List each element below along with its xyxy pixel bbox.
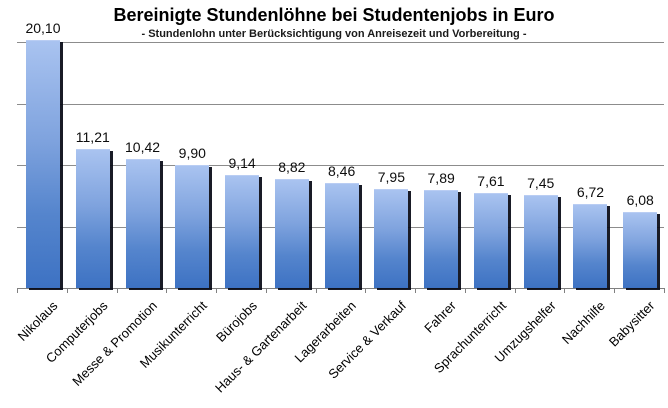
bar (324, 182, 359, 288)
bar (374, 189, 409, 288)
bar (473, 193, 508, 288)
category-label: Messe & Promotion (69, 298, 161, 389)
bar-value-label: 7,95 (377, 169, 405, 186)
bar-value-label: 7,45 (527, 175, 555, 192)
x-axis-line (17, 288, 664, 289)
bar-value-label: 7,61 (477, 173, 505, 190)
gridline (17, 103, 664, 105)
x-axis-tick (365, 288, 367, 293)
bar (573, 204, 608, 288)
x-axis-tick (116, 288, 118, 293)
bar-value-label: 8,46 (327, 162, 356, 179)
x-axis-tick (166, 288, 168, 293)
bar-value-label: 11,21 (75, 129, 110, 146)
bar (274, 178, 309, 288)
category-label: Bürojobs (212, 298, 260, 345)
plot-area: 20,10 11,21 10,42 9,90 9,14 8,82 8,46 7,95 7,89 7… (17, 20, 665, 293)
bar-value-label: 7,89 (427, 169, 455, 186)
bar-value-label: 9,14 (228, 154, 256, 171)
bar-value-label: 10,42 (125, 138, 161, 155)
x-axis-tick (614, 288, 616, 293)
category-label: Nachhilfe (559, 298, 609, 347)
bar (75, 149, 110, 288)
chart-title: Bereinigte Stundenlöhne bei Studentenjob… (113, 5, 555, 25)
bar (175, 165, 210, 288)
x-axis-tick (17, 288, 18, 293)
bar (125, 158, 160, 288)
x-axis-tick (564, 288, 566, 293)
category-label: Haus- & Gartenarbeit (211, 298, 310, 396)
x-axis-tick (664, 288, 665, 293)
bar (424, 189, 459, 288)
gridline (17, 165, 664, 166)
bar-value-label: 9,90 (178, 145, 206, 162)
x-axis-tick (315, 288, 317, 293)
category-label: Nikolaus (14, 298, 61, 344)
x-axis-tick (415, 288, 417, 293)
x-axis-tick (265, 288, 267, 293)
x-axis-tick (216, 288, 218, 293)
bar (26, 39, 60, 288)
bar-value-label: 6,08 (626, 192, 654, 209)
bar (623, 212, 658, 288)
category-label: Fahrer (421, 298, 459, 336)
gridline (17, 42, 664, 43)
bar-value-label: 20,10 (25, 19, 61, 36)
bar-value-label: 6,72 (576, 184, 605, 201)
x-axis-tick (66, 288, 68, 293)
category-label: Babysitter (606, 298, 658, 350)
chart-subtitle: - Stundenlohn unter Berücksichtigung von… (141, 28, 527, 40)
bar-value-label: 8,82 (278, 158, 306, 175)
x-axis-tick (514, 288, 516, 293)
x-axis-tick (464, 288, 466, 293)
bar (523, 195, 558, 288)
bar (225, 174, 260, 288)
